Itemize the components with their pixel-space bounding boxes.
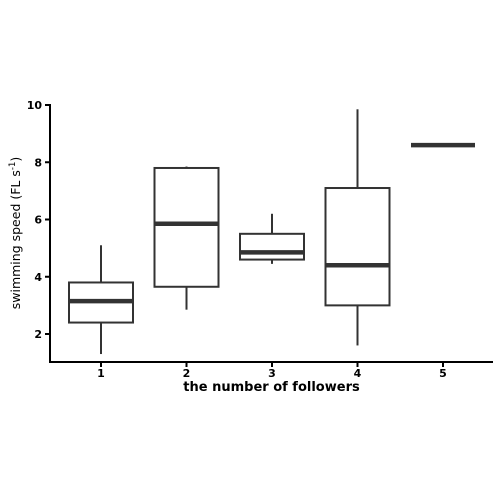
y-tick-label: 8 — [34, 156, 42, 169]
x-tick-label: 4 — [354, 367, 362, 380]
x-axis-title: the number of followers — [183, 380, 360, 395]
y-axis-title-main: swimming speed (FL s — [8, 170, 23, 309]
y-tick-label: 4 — [34, 271, 42, 284]
y-tick-label: 10 — [27, 99, 43, 112]
y-axis-title-superscript: -1 — [8, 162, 18, 170]
y-tick-label: 2 — [34, 328, 42, 341]
box-group — [239, 213, 305, 264]
x-tick-label: 2 — [183, 367, 191, 380]
box-iqr — [239, 232, 305, 261]
y-tick-label: 6 — [34, 214, 42, 227]
box-group — [153, 166, 220, 310]
y-axis-title-close: ) — [8, 157, 23, 162]
y-axis-title: swimming speed (FL s-1) — [8, 157, 23, 310]
box-iqr — [324, 187, 391, 307]
x-tick-label: 5 — [439, 367, 447, 380]
x-tick-label: 1 — [97, 367, 105, 380]
box-group — [68, 245, 134, 355]
x-tick-label: 3 — [268, 367, 276, 380]
box-iqr — [153, 166, 220, 288]
boxes-layer — [68, 109, 475, 355]
box-group — [324, 109, 391, 346]
